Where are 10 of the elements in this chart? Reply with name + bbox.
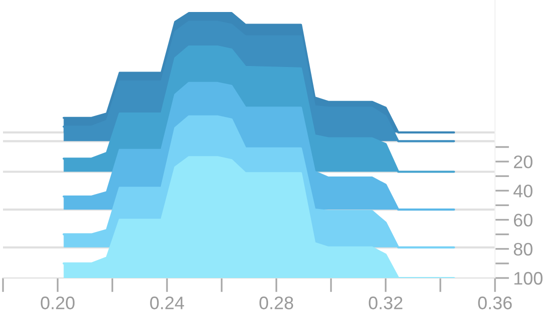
x-tick-label: 0.28 [259,296,294,310]
y-tick-label: 20 [514,155,532,168]
y-tick-label: 40 [513,184,532,198]
x-tick-label: 0.20 [40,296,75,310]
x-tick-label: 0.36 [478,296,512,310]
x-tick-label: 0.24 [150,296,184,310]
y-tick-label: 100 [514,272,542,285]
y-tick-label: 80 [514,242,532,256]
y-tick-label: 60 [514,214,532,226]
x-tick-label: 0.32 [368,296,402,310]
